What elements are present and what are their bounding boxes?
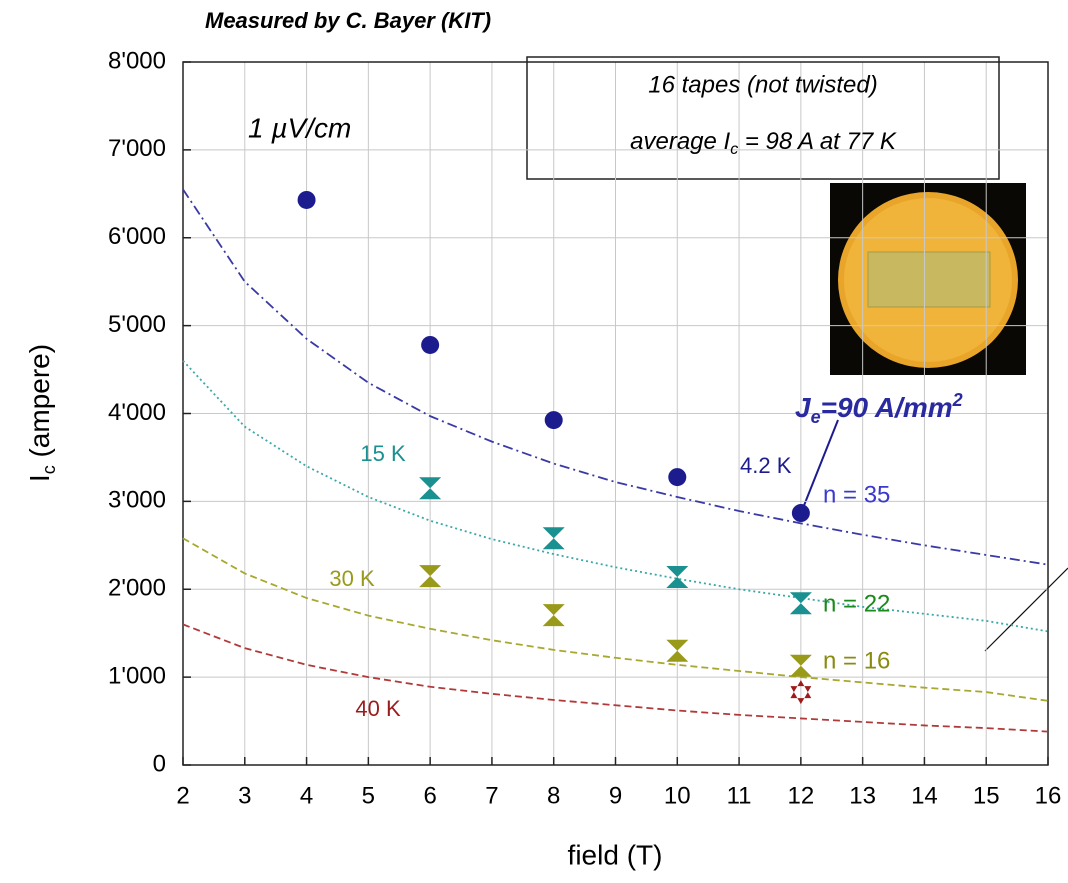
- plot-frame: [182, 61, 1049, 766]
- fit-curve: [182, 537, 1049, 702]
- fit-curve: [182, 623, 1049, 733]
- x-tick-label: 5: [362, 782, 375, 809]
- sample-photo: [830, 183, 1026, 375]
- data-point: [544, 411, 563, 430]
- annotation-box: [526, 56, 1000, 180]
- x-tick-label: 9: [609, 782, 622, 809]
- je-pointer: [802, 419, 839, 509]
- series-label: 4.2 K: [740, 453, 792, 478]
- y-tick-label: 7'000: [108, 135, 166, 162]
- x-tick-label: 7: [485, 782, 498, 809]
- x-tick-label: 12: [788, 782, 815, 809]
- y-tick-label: 6'000: [108, 223, 166, 250]
- y-tick-label: 5'000: [108, 311, 166, 338]
- n-label: n = 22: [823, 590, 890, 617]
- data-point: [666, 639, 689, 662]
- data-point: [297, 190, 316, 209]
- x-tick-label: 13: [849, 782, 876, 809]
- data-point: [789, 654, 812, 677]
- x-tick-label: 16: [1035, 782, 1062, 809]
- y-tick-label: 2'000: [108, 575, 166, 602]
- x-tick-label: 14: [911, 782, 938, 809]
- je-label-part: 2: [952, 390, 963, 410]
- y-tick-label: 0: [153, 750, 166, 777]
- data-point: [419, 565, 442, 588]
- criterion-label: 1 µV/cm: [248, 112, 351, 143]
- data-point: [790, 680, 812, 705]
- data-point: [542, 604, 565, 627]
- pointer-line: [984, 567, 1068, 652]
- x-tick-label: 8: [547, 782, 560, 809]
- data-point: [419, 477, 442, 500]
- series-label: 30 K: [329, 566, 375, 591]
- fit-curve: [182, 188, 1049, 566]
- x-tick-label: 2: [176, 782, 189, 809]
- x-axis-label: field (T): [568, 839, 663, 870]
- data-point: [791, 504, 810, 523]
- x-tick-label: 4: [300, 782, 313, 809]
- y-tick-label: 4'000: [108, 399, 166, 426]
- data-point: [542, 527, 565, 550]
- y-axis-label-part: I: [24, 474, 55, 482]
- y-tick-label: 8'000: [108, 47, 166, 74]
- box-line-2-part: c: [730, 141, 738, 158]
- y-axis-label: Ic (ampere): [24, 344, 58, 482]
- series-label: 40 K: [355, 696, 401, 721]
- data-point: [789, 592, 812, 615]
- x-tick-label: 3: [238, 782, 251, 809]
- box-line-2-part: = 98 A at 77 K: [738, 128, 897, 155]
- je-label-part: =90 A/mm: [821, 392, 953, 423]
- series-label: 15 K: [360, 441, 406, 466]
- chart-title: Measured by C. Bayer (KIT): [205, 8, 491, 33]
- fit-curve: [182, 360, 1049, 633]
- y-axis-label-part: (ampere): [24, 344, 55, 465]
- je-label-part: e: [811, 407, 821, 427]
- je-label: Je=90 A/mm2: [795, 390, 963, 427]
- x-tick-label: 10: [664, 782, 691, 809]
- je-label-part: J: [795, 392, 812, 423]
- data-point: [666, 565, 689, 588]
- y-axis-label-part: c: [39, 465, 59, 474]
- n-label: n = 16: [823, 647, 890, 674]
- box-line-2-part: average I: [630, 128, 730, 155]
- box-line-2: average Ic = 98 A at 77 K: [630, 128, 897, 158]
- box-line-1: 16 tapes (not twisted): [648, 71, 877, 98]
- data-point: [668, 468, 687, 487]
- x-tick-label: 6: [423, 782, 436, 809]
- x-tick-label: 15: [973, 782, 1000, 809]
- y-tick-label: 3'000: [108, 487, 166, 514]
- data-point: [421, 335, 440, 354]
- y-tick-label: 1'000: [108, 662, 166, 689]
- x-tick-label: 11: [727, 782, 752, 809]
- n-label: n = 35: [823, 481, 890, 508]
